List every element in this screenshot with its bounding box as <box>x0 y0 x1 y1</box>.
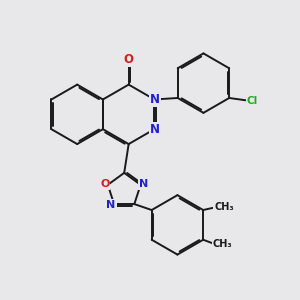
Text: O: O <box>100 179 110 189</box>
Text: Cl: Cl <box>246 96 258 106</box>
Text: O: O <box>124 53 134 66</box>
Text: N: N <box>139 179 148 189</box>
Text: N: N <box>106 200 116 210</box>
Text: CH₃: CH₃ <box>214 202 234 212</box>
Text: CH₃: CH₃ <box>213 239 232 249</box>
Text: N: N <box>150 93 160 106</box>
Text: N: N <box>150 123 160 136</box>
